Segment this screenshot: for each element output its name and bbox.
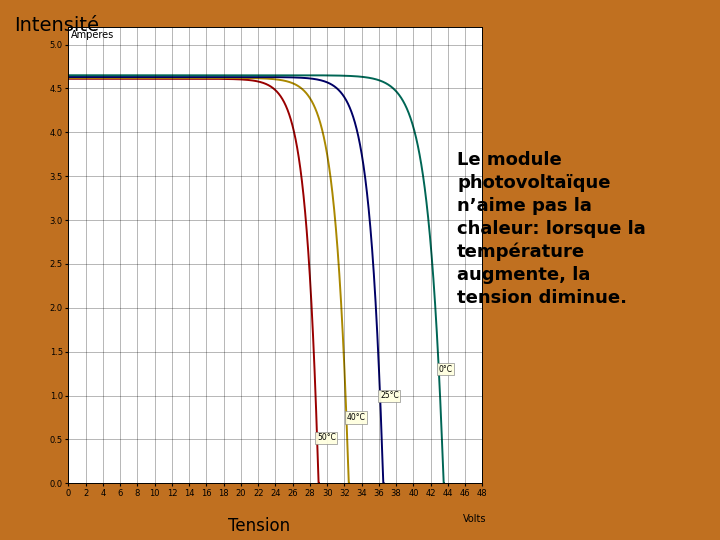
Text: 0°C: 0°C xyxy=(438,364,453,374)
Text: Tension: Tension xyxy=(228,517,290,535)
Text: Volts: Volts xyxy=(463,514,487,524)
Text: Intensité: Intensité xyxy=(14,16,99,35)
Text: 25°C: 25°C xyxy=(380,391,399,400)
Text: 40°C: 40°C xyxy=(346,413,365,422)
Text: Le module
photovoltaïque
n’aime pas la
chaleur: lorsque la
température
augmente,: Le module photovoltaïque n’aime pas la c… xyxy=(457,151,646,307)
Text: Ampères: Ampères xyxy=(71,30,114,40)
Text: 50°C: 50°C xyxy=(317,433,336,442)
